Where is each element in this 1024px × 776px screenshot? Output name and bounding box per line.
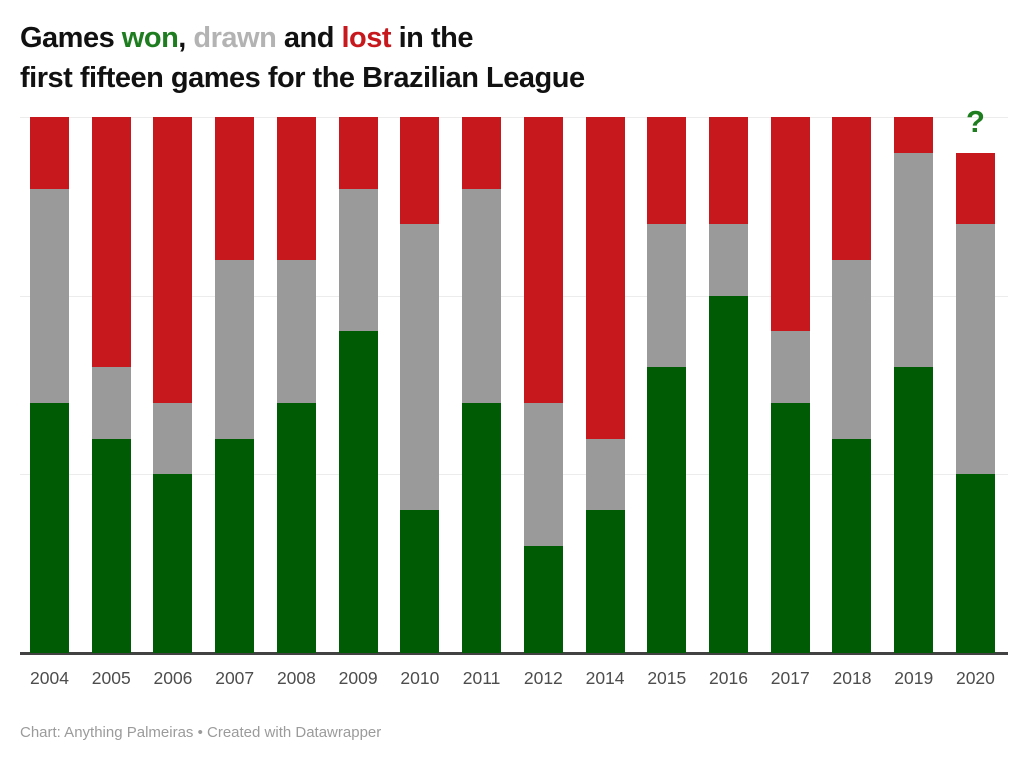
x-label-2009: 2009 [338, 668, 378, 688]
title-segment: , [178, 22, 194, 54]
bar-2005-won-segment[interactable] [91, 438, 131, 653]
bar-2016[interactable] [709, 117, 749, 653]
bar-2019-won-segment[interactable] [894, 367, 934, 653]
bar-2010[interactable] [400, 117, 440, 653]
bar-2005-drawn-segment[interactable] [91, 367, 131, 439]
bar-2015-lost-segment[interactable] [647, 117, 687, 225]
x-axis-labels: 2004 2005 2006 2007 2008 2009 2010 2011 2012 2014… [20, 668, 1008, 692]
chart-footer: Chart: Anything Palmeiras • Created with… [20, 724, 382, 741]
bar-2009-lost-segment[interactable] [338, 117, 378, 189]
bar-2008-lost-segment[interactable] [276, 117, 316, 260]
x-label-2012: 2012 [523, 668, 563, 688]
gridline-5 [20, 474, 1008, 476]
bar-2012[interactable] [523, 117, 563, 653]
bar-2008-drawn-segment[interactable] [276, 259, 316, 403]
bar-2020-lost-segment[interactable] [955, 152, 995, 225]
bar-2014[interactable] [585, 117, 625, 653]
bar-2019[interactable] [894, 117, 934, 653]
bar-2010-lost-segment[interactable] [400, 117, 440, 225]
bar-2007[interactable] [215, 117, 255, 653]
bar-2009[interactable] [338, 117, 378, 653]
bar-2020-won-segment[interactable] [955, 474, 995, 653]
x-label-2005: 2005 [91, 668, 131, 688]
bar-2007-lost-segment[interactable] [215, 117, 255, 260]
bar-2009-drawn-segment[interactable] [338, 188, 378, 332]
x-label-2004: 2004 [30, 668, 69, 688]
x-label-2007: 2007 [215, 668, 255, 688]
plot-area [20, 116, 1008, 655]
title-segment: and [276, 22, 342, 54]
chart-title-line2: first fifteen games for the Brazilian Le… [20, 62, 585, 94]
title-segment: in the [391, 22, 474, 54]
x-label-2008: 2008 [276, 668, 316, 688]
x-label-2014: 2014 [585, 668, 625, 688]
bar-2017-drawn-segment[interactable] [770, 331, 810, 403]
bar-2012-lost-segment[interactable] [523, 117, 563, 403]
bar-2004-drawn-segment[interactable] [30, 188, 69, 403]
bar-2004-won-segment[interactable] [30, 402, 69, 653]
bar-2008-won-segment[interactable] [276, 402, 316, 653]
bar-2014-lost-segment[interactable] [585, 117, 625, 439]
bar-2014-won-segment[interactable] [585, 510, 625, 653]
title-segment: Games [20, 22, 122, 54]
bar-2017[interactable] [770, 117, 810, 653]
bar-2015-drawn-segment[interactable] [647, 224, 687, 368]
bar-2007-won-segment[interactable] [215, 438, 255, 653]
chart-title-line1: Games won, drawn and lost in the [20, 18, 1000, 58]
bar-2014-drawn-segment[interactable] [585, 438, 625, 511]
bar-2006-won-segment[interactable] [153, 474, 193, 653]
bar-2012-drawn-segment[interactable] [523, 402, 563, 546]
x-label-2016: 2016 [709, 668, 748, 688]
bar-2016-lost-segment[interactable] [709, 117, 749, 225]
bar-2019-lost-segment[interactable] [894, 117, 934, 153]
bar-2005[interactable] [91, 117, 131, 653]
bar-2019-drawn-segment[interactable] [894, 152, 934, 368]
bar-2011-won-segment[interactable] [462, 402, 502, 653]
title-segment: lost [341, 22, 392, 54]
gridline-15 [20, 117, 1008, 119]
x-label-2017: 2017 [770, 668, 810, 688]
bar-2016-won-segment[interactable] [709, 295, 749, 653]
bar-2018-drawn-segment[interactable] [832, 259, 872, 439]
bar-2018-won-segment[interactable] [832, 438, 872, 653]
bar-2017-won-segment[interactable] [770, 402, 810, 653]
bar-2015-won-segment[interactable] [647, 367, 687, 653]
bar-2008[interactable] [276, 117, 316, 653]
bar-2006-drawn-segment[interactable] [153, 402, 193, 475]
x-label-2011: 2011 [462, 668, 501, 688]
x-label-2019: 2019 [894, 668, 934, 688]
bar-2004[interactable] [30, 117, 69, 653]
bar-2006-lost-segment[interactable] [153, 117, 193, 403]
x-label-2018: 2018 [832, 668, 872, 688]
x-label-2006: 2006 [153, 668, 193, 688]
bar-2020[interactable] [955, 152, 995, 653]
bar-2020-drawn-segment[interactable] [955, 224, 995, 475]
bar-2010-drawn-segment[interactable] [400, 224, 440, 511]
title-segment: won [121, 22, 179, 54]
bar-2004-lost-segment[interactable] [30, 117, 69, 189]
x-label-2020: 2020 [955, 668, 995, 688]
bar-2017-lost-segment[interactable] [770, 117, 810, 332]
bar-2005-lost-segment[interactable] [91, 117, 131, 368]
x-label-2010: 2010 [400, 668, 440, 688]
bar-2009-won-segment[interactable] [338, 331, 378, 653]
bar-2012-won-segment[interactable] [523, 545, 563, 653]
chart-title: Games won, drawn and lost in the first f… [20, 18, 1000, 98]
gridline-10 [20, 295, 1008, 297]
bar-2011[interactable] [462, 117, 502, 653]
bar-2007-drawn-segment[interactable] [215, 259, 255, 439]
bar-2011-drawn-segment[interactable] [462, 188, 502, 403]
x-label-2015: 2015 [647, 668, 687, 688]
bar-2006[interactable] [153, 117, 193, 653]
title-segment: drawn [193, 22, 277, 54]
bar-2018-lost-segment[interactable] [832, 117, 872, 260]
bar-2016-drawn-segment[interactable] [709, 224, 749, 296]
bar-2015[interactable] [647, 117, 687, 653]
x-axis-line [20, 652, 1008, 655]
bar-2010-won-segment[interactable] [400, 510, 440, 653]
bar-2011-lost-segment[interactable] [462, 117, 502, 189]
annotation-question-mark: ? [965, 104, 985, 139]
bar-2018[interactable] [832, 117, 872, 653]
